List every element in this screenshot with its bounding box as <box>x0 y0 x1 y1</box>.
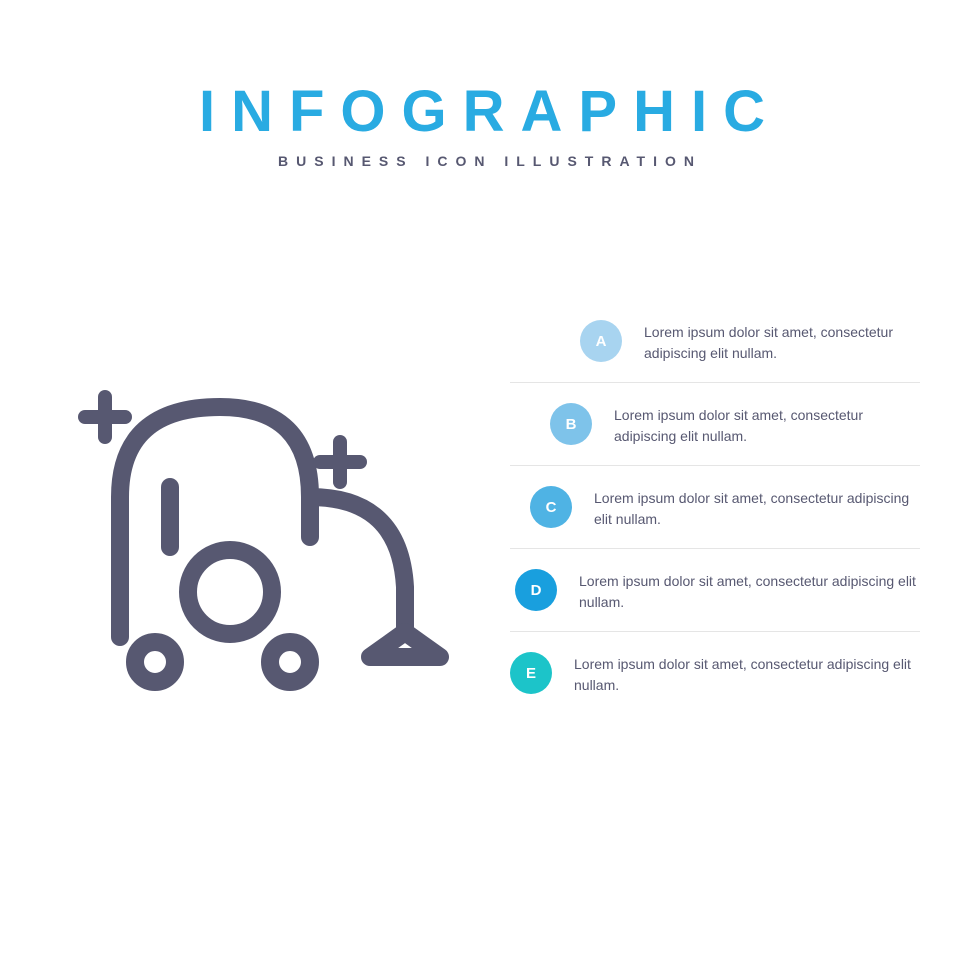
vacuum-icon <box>60 337 490 717</box>
content-area: A Lorem ipsum dolor sit amet, consectetu… <box>0 320 980 734</box>
step-item: E Lorem ipsum dolor sit amet, consectetu… <box>510 652 920 714</box>
step-text: Lorem ipsum dolor sit amet, consectetur … <box>614 403 920 447</box>
step-item: B Lorem ipsum dolor sit amet, consectetu… <box>510 403 920 466</box>
step-badge: E <box>510 652 552 694</box>
step-item: D Lorem ipsum dolor sit amet, consectetu… <box>510 569 920 632</box>
step-text: Lorem ipsum dolor sit amet, consectetur … <box>644 320 920 364</box>
step-item: C Lorem ipsum dolor sit amet, consectetu… <box>510 486 920 549</box>
step-badge: C <box>530 486 572 528</box>
step-badge: B <box>550 403 592 445</box>
steps-list: A Lorem ipsum dolor sit amet, consectetu… <box>490 320 920 734</box>
step-badge: D <box>515 569 557 611</box>
step-item: A Lorem ipsum dolor sit amet, consectetu… <box>510 320 920 383</box>
step-text: Lorem ipsum dolor sit amet, consectetur … <box>594 486 920 530</box>
page-title: INFOGRAPHIC <box>0 78 980 145</box>
header: INFOGRAPHIC BUSINESS ICON ILLUSTRATION <box>0 0 980 169</box>
step-text: Lorem ipsum dolor sit amet, consectetur … <box>574 652 920 696</box>
step-badge: A <box>580 320 622 362</box>
page-subtitle: BUSINESS ICON ILLUSTRATION <box>0 153 980 169</box>
step-text: Lorem ipsum dolor sit amet, consectetur … <box>579 569 920 613</box>
